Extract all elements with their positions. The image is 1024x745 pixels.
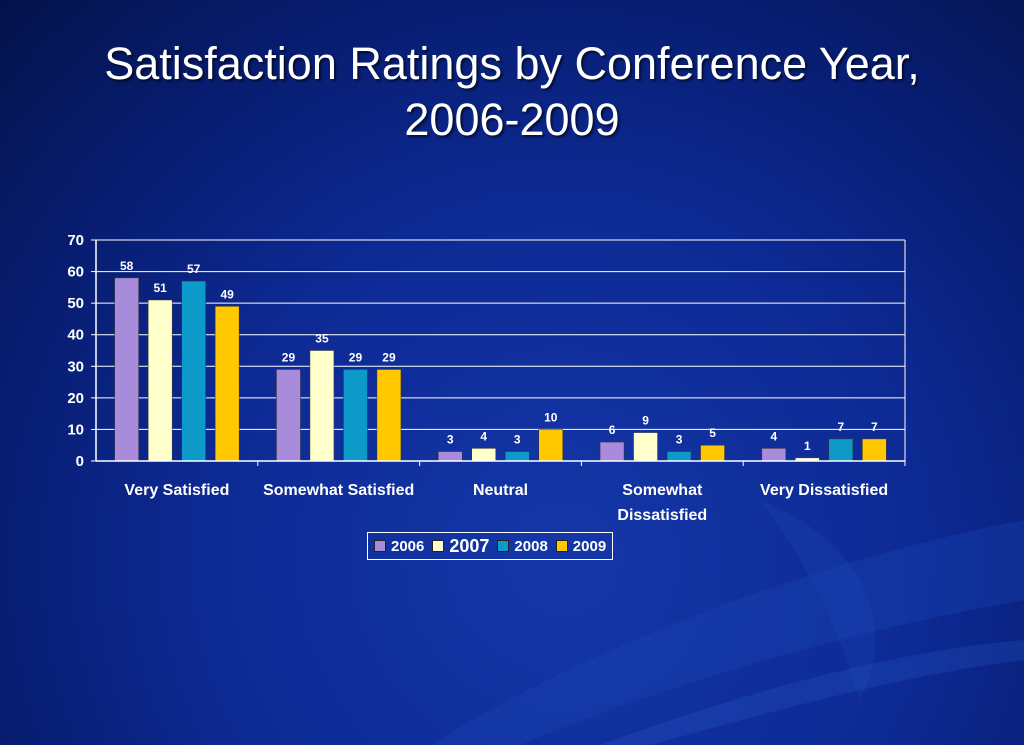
x-category-label: Very Dissatisfied [760, 482, 888, 499]
legend-swatch [555, 540, 568, 552]
bar-2007 [147, 299, 173, 462]
legend-label: 2008 [514, 537, 548, 555]
x-category-label: Somewhat [622, 482, 703, 499]
x-category-label: Somewhat Satisfied [263, 482, 414, 499]
chart-legend: 2006 2007 2008 2009 [367, 532, 614, 560]
y-tick-label: 70 [67, 232, 84, 249]
data-label: 29 [349, 350, 363, 364]
data-label: 29 [382, 350, 396, 364]
y-tick-label: 10 [67, 421, 84, 438]
legend-item-2009: 2009 [555, 537, 607, 555]
legend-item-2006: 2006 [374, 538, 424, 555]
bar-2006 [599, 441, 625, 462]
legend-label: 2009 [572, 537, 607, 555]
data-label: 7 [838, 420, 845, 434]
data-label: 58 [120, 259, 134, 273]
bar-2008 [343, 369, 368, 462]
data-label: 3 [676, 433, 683, 447]
bar-2007 [633, 432, 658, 462]
bar-2006 [761, 448, 787, 462]
data-label: 49 [220, 287, 234, 301]
bar-2007 [471, 448, 496, 462]
data-label: 3 [514, 433, 521, 447]
legend-label: 2007 [449, 535, 490, 556]
bar-2008 [666, 451, 692, 462]
bar-2006 [438, 451, 463, 462]
y-tick-label: 40 [67, 327, 84, 344]
bar-2006 [276, 369, 301, 462]
data-label: 4 [771, 429, 778, 443]
legend-swatch [432, 540, 445, 552]
y-tick-label: 60 [67, 264, 84, 281]
bar-2008 [505, 451, 530, 462]
bar-2009 [376, 369, 402, 462]
axes [91, 239, 906, 466]
bar-2006 [114, 277, 139, 462]
chart-title: Satisfaction Ratings by Conference Year,… [0, 36, 1024, 148]
chart-title-line-1: Satisfaction Ratings by Conference Year, [104, 38, 920, 89]
data-label: 29 [282, 350, 296, 364]
legend-swatch [374, 540, 386, 552]
legend-item-2007: 2007 [432, 536, 489, 557]
bar-2008 [181, 280, 206, 462]
y-tick-label: 30 [67, 358, 84, 375]
legend-swatch [497, 540, 510, 552]
bar-2008 [828, 438, 854, 462]
data-label: 6 [609, 423, 616, 437]
x-category-label: Dissatisfied [617, 507, 707, 524]
data-label: 10 [544, 410, 558, 424]
bar-2007 [309, 350, 335, 462]
data-label: 9 [642, 414, 649, 428]
bar-2009 [700, 444, 725, 462]
x-category-label: Neutral [473, 482, 528, 499]
x-category-label: Very Satisfied [124, 482, 229, 499]
y-tick-label: 20 [67, 390, 84, 407]
data-label: 35 [315, 332, 329, 346]
data-label: 57 [187, 262, 201, 276]
bars [114, 277, 887, 462]
data-label: 7 [871, 420, 878, 434]
legend-label: 2006 [391, 537, 425, 555]
bar-2009 [214, 306, 240, 462]
data-label: 51 [153, 281, 167, 295]
chart-title-line-2: 2006-2009 [404, 94, 620, 145]
bar-2009 [538, 429, 563, 462]
y-tick-label: 0 [76, 453, 84, 470]
data-label: 4 [480, 429, 487, 443]
data-label: 3 [447, 433, 454, 447]
legend-item-2008: 2008 [497, 537, 548, 555]
bar-2009 [862, 438, 887, 462]
data-label: 5 [709, 426, 716, 440]
y-tick-label: 50 [67, 295, 84, 312]
data-label: 1 [804, 439, 811, 453]
